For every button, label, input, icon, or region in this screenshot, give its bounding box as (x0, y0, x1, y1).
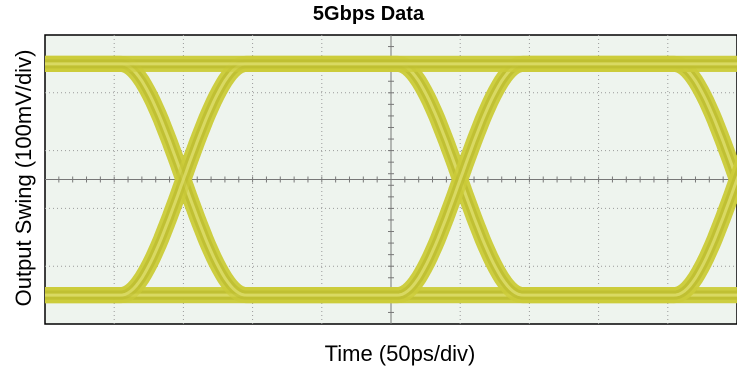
y-axis-label: Output Swing (100mV/div) (11, 49, 36, 307)
x-axis-label: Time (50ps/div) (324, 341, 476, 366)
chart-title: 5Gbps Data (312, 3, 425, 25)
eye-traces (45, 55, 737, 304)
